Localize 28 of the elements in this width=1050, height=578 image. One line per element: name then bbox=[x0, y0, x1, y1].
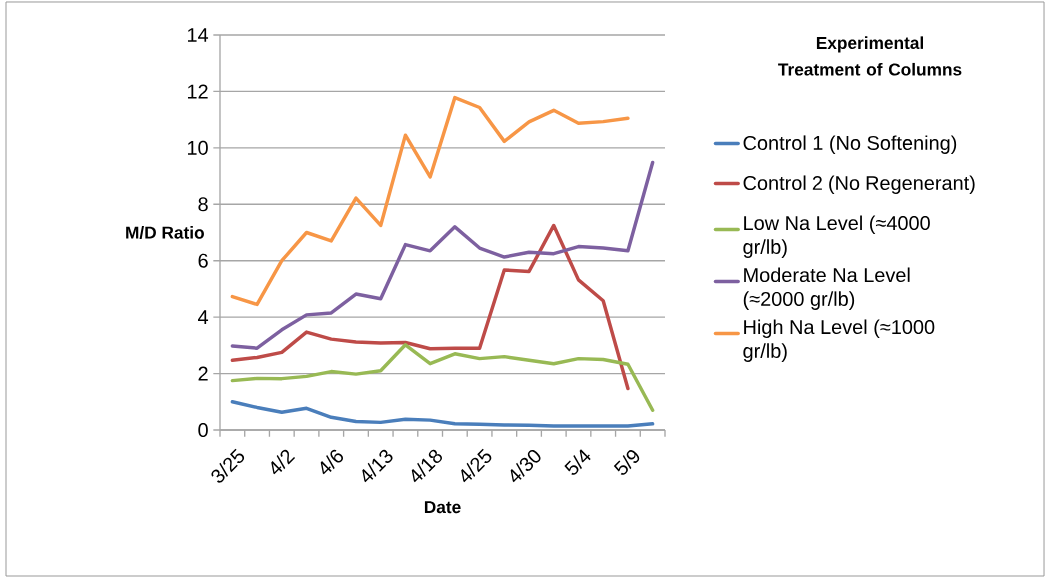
x-tick-label: 4/18 bbox=[411, 449, 443, 483]
legend-label: High Na Level (≈1000 gr/lb) bbox=[743, 319, 935, 362]
line-series bbox=[230, 95, 630, 307]
y-tick-label: 2 bbox=[198, 366, 208, 381]
x-axis-title: Date bbox=[424, 501, 461, 514]
x-tick-label: 4/30 bbox=[510, 449, 541, 483]
legend-label: Moderate Na Level (≈2000 gr/lb) bbox=[743, 267, 910, 310]
y-tick-label: 10 bbox=[188, 140, 208, 155]
y-tick-label: 14 bbox=[188, 28, 209, 42]
line-series bbox=[230, 223, 630, 391]
legend-title: Experimental Treatment of Columns bbox=[778, 36, 962, 76]
x-tick-label: 4/6 bbox=[320, 449, 344, 475]
legend-label: Control 2 (No Regenerant) bbox=[743, 175, 975, 194]
y-axis-title: M/D Ratio bbox=[126, 226, 204, 239]
line-series bbox=[230, 343, 655, 412]
legend-label: Low Na Level (≈4000 gr/lb) bbox=[743, 215, 930, 258]
x-tick-label: 4/13 bbox=[362, 449, 393, 483]
legend-label: Control 1 (No Softening) bbox=[743, 135, 957, 154]
y-tick-label: 0 bbox=[198, 422, 208, 438]
y-tick-label: 6 bbox=[198, 253, 208, 268]
line-series bbox=[230, 160, 655, 350]
y-tick-label: 8 bbox=[198, 197, 208, 212]
x-tick-label: 4/2 bbox=[271, 449, 296, 475]
y-tick-label: 4 bbox=[198, 310, 209, 324]
y-tick-label: 12 bbox=[188, 84, 208, 99]
x-tick-label: 4/25 bbox=[461, 448, 492, 483]
x-tick-label: 5/4 bbox=[564, 449, 591, 475]
x-tick-label: 5/9 bbox=[613, 450, 640, 475]
